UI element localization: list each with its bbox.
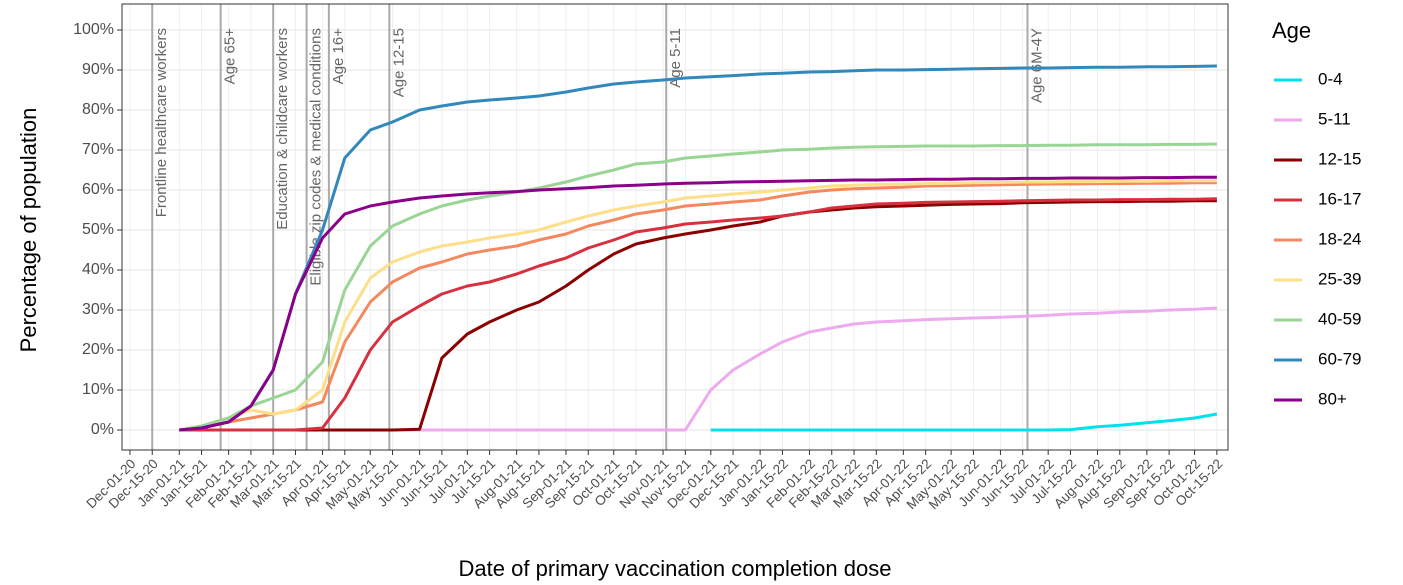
y-tick-label: 90% — [82, 61, 114, 78]
y-tick-label: 70% — [82, 141, 114, 158]
legend-label: 60-79 — [1318, 349, 1361, 368]
legend-label: 80+ — [1318, 389, 1347, 408]
y-tick-label: 80% — [82, 101, 114, 118]
plot-border — [121, 3, 1229, 451]
y-tick-label: 100% — [73, 21, 114, 38]
series-line — [179, 197, 1217, 432]
reference-label: Education & childcare workers — [274, 28, 291, 230]
y-tick-label: 0% — [91, 421, 114, 438]
series-line — [179, 175, 1217, 432]
reference-label: Age 5-11 — [667, 28, 684, 88]
series-line — [179, 181, 1217, 432]
y-tick-label: 20% — [82, 341, 114, 358]
series-line — [179, 64, 1217, 432]
y-tick-label: 30% — [82, 301, 114, 318]
series-line — [179, 142, 1217, 432]
reference-label: Age 12-15 — [390, 28, 407, 97]
reference-label: Eligible zip codes & medical conditions — [308, 28, 325, 286]
reference-label: Age 16+ — [330, 28, 347, 85]
y-tick-label: 40% — [82, 261, 114, 278]
legend-title: Age — [1272, 18, 1311, 43]
legend-label: 16-17 — [1318, 189, 1361, 208]
y-axis-title: Percentage of population — [16, 108, 41, 353]
reference-label: Frontline healthcare workers — [153, 28, 170, 217]
x-axis-title: Date of primary vaccination completion d… — [459, 556, 892, 581]
legend-label: 12-15 — [1318, 149, 1361, 168]
series-line — [179, 199, 1217, 432]
series-line — [710, 412, 1218, 432]
legend-label: 40-59 — [1318, 309, 1361, 328]
legend-label: 25-39 — [1318, 269, 1361, 288]
reference-label: Age 6M-4Y — [1028, 28, 1045, 103]
y-tick-label: 10% — [82, 381, 114, 398]
legend-label: 5-11 — [1318, 109, 1351, 128]
series-line — [179, 179, 1217, 432]
y-tick-label: 50% — [82, 221, 114, 238]
legend-label: 0-4 — [1318, 69, 1343, 88]
y-tick-label: 60% — [82, 181, 114, 198]
reference-label: Age 65+ — [222, 28, 239, 85]
legend-label: 18-24 — [1318, 229, 1361, 248]
